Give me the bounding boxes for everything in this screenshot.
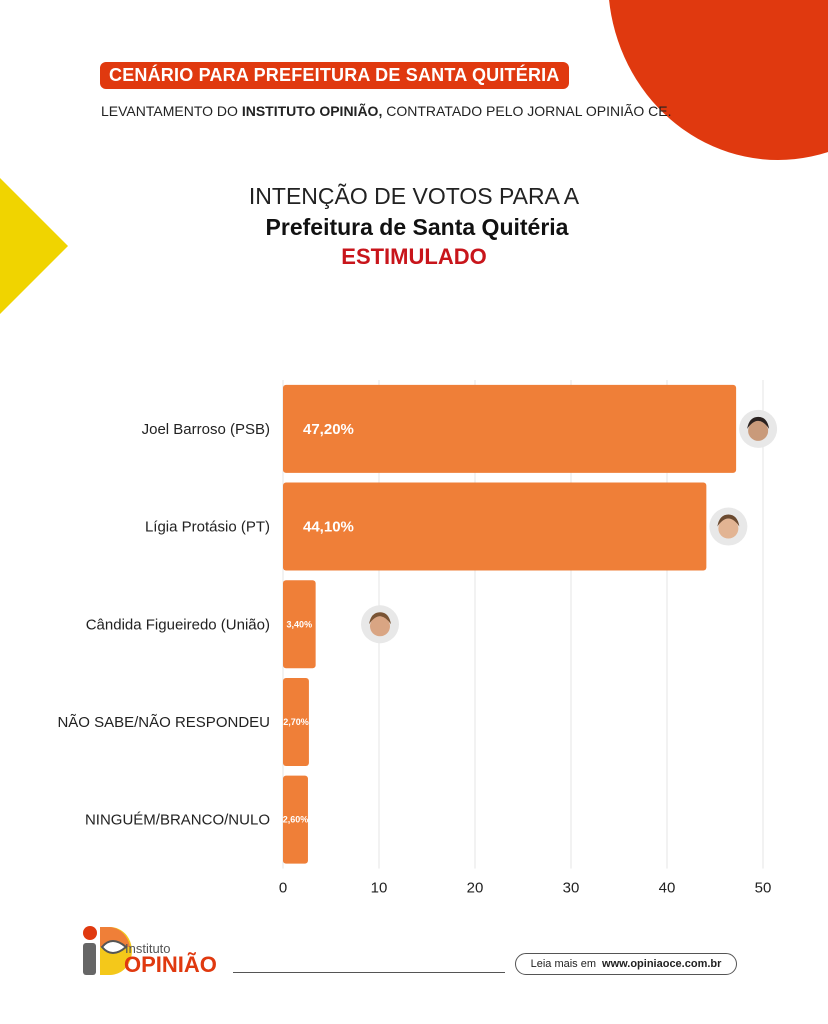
instituto-opiniao-logo-icon [83, 926, 132, 975]
bar [283, 384, 737, 473]
data-label: 2,70% [283, 717, 309, 727]
subtitle-bold: INSTITUTO OPINIÃO, [241, 103, 383, 119]
category-label: Cândida Figueiredo (União) [86, 616, 270, 633]
decorative-red-circle [608, 0, 828, 160]
bar [283, 482, 707, 571]
footer-divider [233, 972, 505, 973]
category-label: Joel Barroso (PSB) [142, 421, 270, 438]
subtitle-pre: LEVANTAMENTO DO [101, 103, 238, 119]
x-tick-label: 0 [279, 880, 287, 897]
x-tick-label: 10 [371, 880, 388, 897]
bar-chart: 0 10 20 30 40 50 Joel Barroso (PSB) 47,20% Lígia… [57, 380, 778, 897]
chart-subtitle: Prefeitura de Santa Quitéria [265, 214, 569, 240]
x-tick-label: 50 [755, 880, 772, 897]
bar [283, 580, 316, 669]
data-label: 44,10% [303, 519, 354, 536]
x-tick-label: 20 [467, 880, 484, 897]
header-badge: CENÁRIO PARA PREFEITURA DE SANTA QUITÉRI… [100, 62, 569, 89]
chart-scenario: ESTIMULADO [341, 244, 487, 269]
avatar-face-icon [718, 518, 739, 539]
data-label: 47,20% [303, 421, 354, 438]
chart-title: INTENÇÃO DE VOTOS PARA A [248, 183, 580, 209]
decorative-yellow-triangle [0, 178, 68, 314]
x-tick-label: 40 [659, 880, 676, 897]
logo-small-text: Instituto [125, 941, 171, 956]
avatar-face-icon [748, 420, 769, 441]
header-subtitle: LEVANTAMENTO DO INSTITUTO OPINIÃO, CONTR… [101, 103, 671, 119]
avatar-hair-icon [747, 416, 770, 429]
avatar-hair-icon [717, 514, 740, 527]
avatar-hair-icon [369, 612, 391, 625]
category-label: NINGUÉM/BRANCO/NULO [85, 812, 270, 829]
category-label: NÃO SABE/NÃO RESPONDEU [57, 714, 270, 731]
subtitle-post: CONTRATADO PELO JORNAL OPINIÃO CE. [386, 103, 672, 119]
x-tick-label: 30 [563, 880, 580, 897]
bar [283, 775, 308, 864]
read-more-link[interactable]: Leia mais em www.opiniaoce.com.br [515, 953, 737, 975]
read-more-label: Leia mais em [530, 958, 597, 970]
logo-big-text: OPINIÃO [124, 952, 217, 977]
category-label: Lígia Protásio (PT) [145, 519, 270, 536]
data-label: 2,60% [283, 815, 309, 825]
website-url: www.opiniaoce.com.br [602, 958, 722, 970]
avatar-face-icon [370, 616, 390, 637]
bar [283, 677, 309, 766]
data-label: 3,40% [287, 619, 313, 629]
